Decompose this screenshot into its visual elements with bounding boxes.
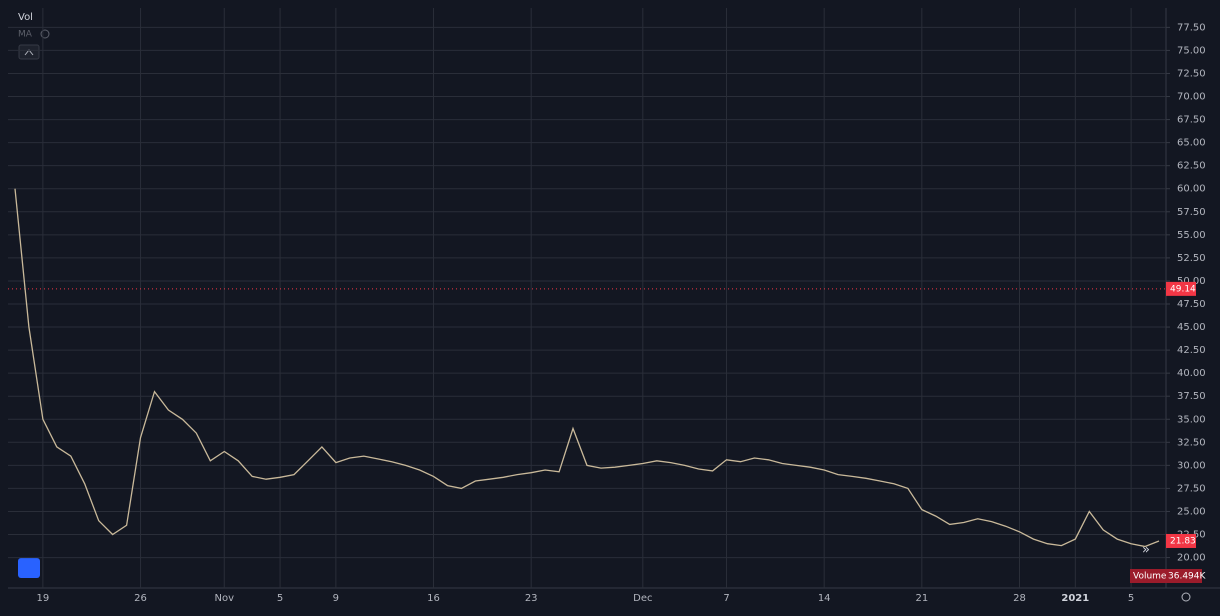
x-tick-label: 28 <box>1013 593 1026 604</box>
scroll-right-icon[interactable]: » <box>1142 543 1150 558</box>
y-tick-label: 57.50 <box>1177 207 1206 218</box>
y-tick-label: 75.00 <box>1177 45 1206 56</box>
x-tick-label: 19 <box>37 593 50 604</box>
x-tick-label: 16 <box>427 593 440 604</box>
x-tick-label: 26 <box>134 593 147 604</box>
settings-icon[interactable] <box>1181 592 1191 602</box>
y-tick-label: 35.00 <box>1177 414 1206 425</box>
collapse-button[interactable] <box>18 44 40 60</box>
y-tick-label: 47.50 <box>1177 299 1206 310</box>
y-tick-label: 25.00 <box>1177 506 1206 517</box>
x-tick-label: 9 <box>333 593 339 604</box>
x-tick-label: 2021 <box>1061 593 1089 604</box>
y-tick-label: 52.50 <box>1177 253 1206 264</box>
y-tick-label: 42.50 <box>1177 345 1206 356</box>
price-line-series <box>14 188 1160 548</box>
y-tick-label: 70.00 <box>1177 92 1206 103</box>
y-tick-label: 27.50 <box>1177 483 1206 494</box>
price-line-label-bg <box>1166 281 1196 296</box>
x-tick-label: 5 <box>1128 593 1134 604</box>
y-tick-label: 45.00 <box>1177 322 1206 333</box>
y-tick-label: 60.00 <box>1177 184 1206 195</box>
last-value-bg <box>1166 533 1196 548</box>
y-tick-label: 30.00 <box>1177 460 1206 471</box>
y-tick-label: 62.50 <box>1177 161 1206 172</box>
ma-label: MA <box>18 30 33 40</box>
x-tick-label: 21 <box>915 593 928 604</box>
y-tick-label: 32.50 <box>1177 437 1206 448</box>
indicator-label: Vol <box>18 12 33 23</box>
x-tick-label: Dec <box>633 593 652 604</box>
x-tick-label: 5 <box>277 593 283 604</box>
y-tick-label: 20.00 <box>1177 553 1206 564</box>
y-tick-label: 50.00 <box>1177 276 1206 287</box>
y-tick-label: 72.50 <box>1177 68 1206 79</box>
volume-value-label: 36.494K <box>1168 572 1206 582</box>
y-tick-label: 37.50 <box>1177 391 1206 402</box>
y-tick-label: 40.00 <box>1177 368 1206 379</box>
x-tick-label: Nov <box>214 593 234 604</box>
eye-icon[interactable] <box>40 29 50 39</box>
last-value-label: 21.83 <box>1170 536 1196 546</box>
y-tick-label: 77.50 <box>1177 22 1206 33</box>
tv-logo <box>18 558 40 578</box>
price-line-label: 49.14 <box>1170 284 1196 294</box>
x-tick-label: 23 <box>525 593 538 604</box>
volume-label: Volume <box>1133 572 1167 582</box>
y-tick-label: 67.50 <box>1177 115 1206 126</box>
y-tick-label: 65.00 <box>1177 138 1206 149</box>
x-tick-label: 7 <box>723 593 729 604</box>
volume-label-bg <box>1130 569 1202 583</box>
y-tick-label: 55.00 <box>1177 230 1206 241</box>
x-tick-label: 14 <box>818 593 831 604</box>
